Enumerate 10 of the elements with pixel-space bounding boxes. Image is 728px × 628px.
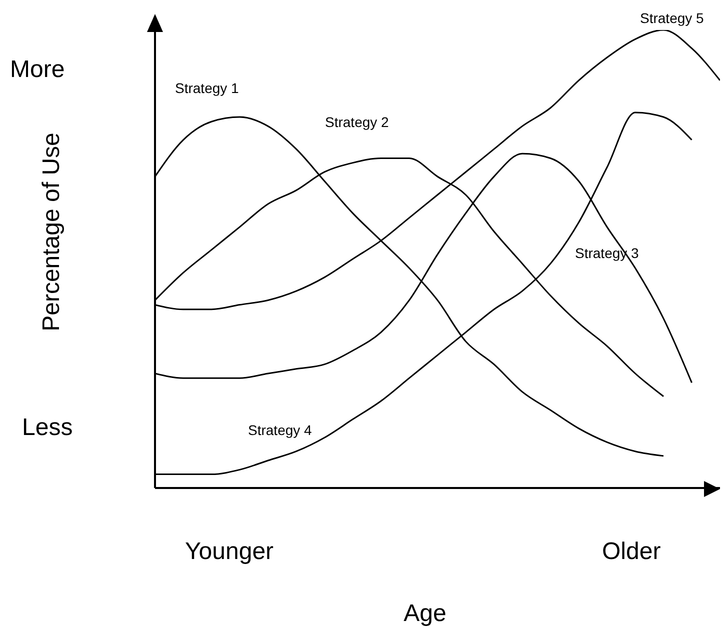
text: Less <box>22 414 73 442</box>
text: More <box>10 56 65 84</box>
text: Older <box>602 538 661 566</box>
text: Strategy 2 <box>325 114 389 130</box>
y-axis-title: Percentage of Use <box>38 132 66 332</box>
series-label: Strategy 5 <box>640 10 704 26</box>
series-label: Strategy 1 <box>175 80 239 96</box>
text: Younger <box>185 538 274 566</box>
x-axis-title: Age <box>404 600 446 628</box>
series-label: Strategy 4 <box>248 422 312 438</box>
